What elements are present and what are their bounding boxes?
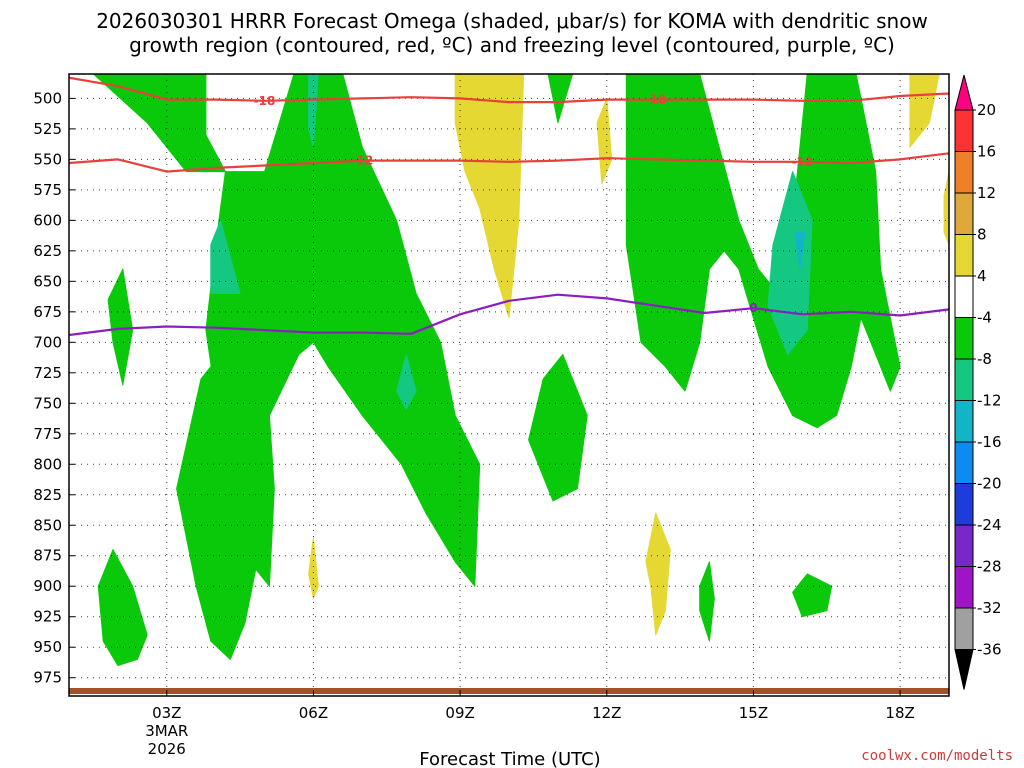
y-tick-label-625: 625 (33, 242, 62, 260)
colorbar-swatch-1 (954, 109, 974, 152)
x-tick-label-6: 06Z (299, 704, 328, 722)
y-tick-label-850: 850 (33, 516, 62, 534)
colorbar-swatch-6 (954, 317, 974, 360)
colorbar-label-9: -20 (977, 475, 1002, 493)
contour-label-dendritic-top-1: -18 (645, 93, 667, 107)
y-tick-label-950: 950 (33, 638, 62, 656)
colorbar-legend: 20 16 12 8 4 -4 -8 -12 -16 -20 -24 -28 -32 -36 (954, 74, 1002, 690)
y-tick-label-650: 650 (33, 272, 62, 290)
omega-region-0-6 (792, 573, 833, 618)
x-tick-date: 3MAR (145, 722, 188, 740)
colorbar-label-11: -28 (977, 558, 1002, 576)
contour-dendritic-top (69, 76, 949, 104)
y-tick-label-700: 700 (33, 333, 62, 351)
colorbar-label-7: -12 (977, 392, 1002, 410)
colorbar-label-1: 16 (977, 143, 996, 161)
contour-lines: -18 -18 -12 -12 0 (69, 76, 949, 337)
colorbar-swatch-12 (954, 566, 974, 609)
x-tick-label-18: 18Z (885, 704, 914, 722)
y-tick-label-825: 825 (33, 486, 62, 504)
omega-region-3-2 (645, 512, 671, 636)
y-axis: 500 525 550 575 600 625 650 675 700 725 750 775 800 8… (33, 89, 75, 687)
contour-label-dendritic-top-0: -18 (254, 94, 276, 108)
plot-frame (68, 73, 950, 697)
colorbar-swatch-2 (954, 151, 974, 194)
omega-region-2-0 (794, 232, 806, 270)
omega-region-3-0 (454, 74, 525, 319)
colorbar-swatch-3 (954, 192, 974, 235)
chart-title-line1: 2026030301 HRRR Forecast Omega (shaded, … (96, 9, 928, 33)
omega-region-0-0 (92, 74, 481, 587)
omega-region-0-7 (699, 561, 715, 642)
y-tick-label-525: 525 (33, 120, 62, 138)
colorbar-label-6: -8 (977, 350, 992, 368)
colorbar-label-0: 20 (977, 101, 996, 119)
y-tick-label-900: 900 (33, 577, 62, 595)
omega-region-0-2 (97, 549, 148, 666)
y-tick-label-500: 500 (33, 89, 62, 107)
x-tick-label-9: 09Z (445, 704, 474, 722)
colorbar-label-8: -16 (977, 433, 1002, 451)
omega-region-3-4 (909, 74, 940, 148)
colorbar-top-arrow (954, 74, 974, 111)
x-tick-label-3: 03Z (152, 704, 181, 722)
colorbar-label-5: -4 (977, 309, 992, 327)
ground-strip (69, 688, 949, 694)
contour-label-freezing-level-0: 0 (749, 301, 757, 315)
y-tick-label-875: 875 (33, 547, 62, 565)
y-tick-label-750: 750 (33, 394, 62, 412)
colorbar-swatch-11 (954, 524, 974, 567)
omega-region-0-8 (547, 74, 574, 124)
omega-region-0-1 (176, 341, 261, 660)
y-tick-label-725: 725 (33, 364, 62, 382)
contour-dendritic-bottom (69, 152, 949, 173)
colorbar-label-12: -32 (977, 599, 1002, 617)
colorbar-swatch-13 (954, 607, 974, 650)
colorbar-label-4: 4 (977, 267, 987, 285)
colorbar-swatch-5 (954, 275, 974, 318)
x-tick-label-15: 15Z (739, 704, 768, 722)
credit-text: coolwx.com/modelts (861, 748, 1013, 764)
omega-region-0-3 (107, 268, 134, 386)
omega-region-1-3 (767, 171, 813, 355)
omega-region-3-5 (943, 171, 949, 246)
y-tick-label-675: 675 (33, 303, 62, 321)
y-tick-label-600: 600 (33, 211, 62, 229)
y-tick-label-800: 800 (33, 455, 62, 473)
colorbar-label-2: 12 (977, 184, 996, 202)
y-tick-label-550: 550 (33, 150, 62, 168)
colorbar-swatch-8 (954, 400, 974, 443)
y-tick-label-575: 575 (33, 181, 62, 199)
y-tick-label-775: 775 (33, 425, 62, 443)
chart-title-line2: growth region (contoured, red, ºC) and f… (129, 33, 895, 57)
omega-region-1-2 (396, 354, 417, 410)
x-axis-label: Forecast Time (UTC) (419, 749, 600, 768)
colorbar-swatch-10 (954, 483, 974, 526)
colorbar-label-10: -24 (977, 516, 1002, 534)
omega-region-3-3 (308, 537, 319, 599)
contour-freezing-level (69, 293, 949, 337)
y-tick-label-975: 975 (33, 669, 62, 687)
colorbar-swatch-7 (954, 358, 974, 401)
colorbar-label-3: 8 (977, 226, 987, 244)
colorbar-label-13: -36 (977, 641, 1002, 659)
x-tick-label-12: 12Z (592, 704, 621, 722)
omega-region-1-1 (210, 219, 241, 294)
colorbar-bottom-arrow (954, 649, 974, 690)
y-tick-label-925: 925 (33, 608, 62, 626)
contour-label-dendritic-bottom-1: -12 (791, 155, 813, 169)
x-tick-year: 2026 (148, 740, 186, 758)
contour-label-dendritic-bottom-0: -12 (351, 154, 373, 168)
colorbar-swatch-4 (954, 234, 974, 277)
colorbar-swatch-9 (954, 441, 974, 484)
